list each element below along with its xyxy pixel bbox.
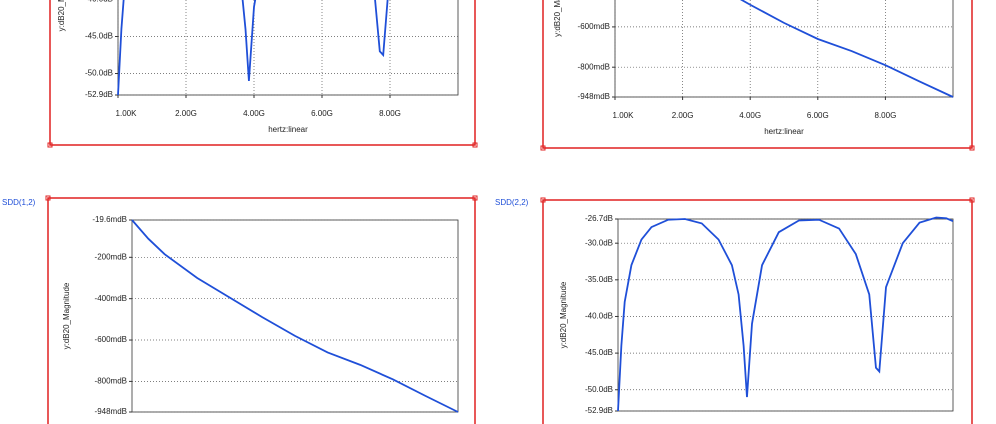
y-tick-label: -50.0dB bbox=[585, 385, 613, 394]
plot-area bbox=[617, 218, 954, 412]
y-tick-label: -19.6mdB bbox=[92, 215, 127, 224]
x-tick-label: 8.00G bbox=[379, 109, 401, 118]
y-tick-label: -26.7dB bbox=[585, 214, 613, 223]
frame-handle bbox=[47, 142, 53, 148]
y-tick-label: -45.0dB bbox=[85, 32, 113, 41]
frame-handle bbox=[472, 195, 478, 201]
x-axis-label: hertz:linear bbox=[764, 127, 804, 136]
y-tick-label: -200mdB bbox=[95, 252, 127, 261]
frame-handle bbox=[540, 145, 546, 151]
y-tick-label: -40.0dB bbox=[85, 0, 113, 4]
y-tick-label: -35.0dB bbox=[585, 275, 613, 284]
panel-frame bbox=[49, 0, 476, 146]
y-axis-label: y:dB20_Magnitude bbox=[57, 0, 66, 31]
data-line bbox=[739, 0, 954, 98]
y-axis-label: y:dB20_Magnitude bbox=[559, 281, 568, 348]
x-axis-label: hertz:linear bbox=[268, 125, 308, 134]
plot-area bbox=[117, 0, 459, 96]
panel-frame bbox=[542, 0, 973, 149]
y-tick-label: -40.0dB bbox=[585, 312, 613, 321]
y-tick-label: -50.0dB bbox=[85, 69, 113, 78]
frame-handle bbox=[969, 197, 975, 203]
y-axis-label: y:dB20_Magnitude bbox=[553, 0, 562, 37]
y-tick-label: -948mdB bbox=[578, 92, 610, 101]
y-tick-label: -52.9dB bbox=[85, 90, 113, 99]
y-axis-label: y:dB20_Magnitude bbox=[62, 282, 71, 349]
x-tick-label: 1.00K bbox=[613, 111, 635, 120]
x-tick-label: 2.00G bbox=[175, 109, 197, 118]
frame-handle bbox=[540, 197, 546, 203]
frame-handle bbox=[472, 142, 478, 148]
y-tick-label: -600mdB bbox=[95, 335, 127, 344]
plot-area bbox=[131, 219, 459, 413]
chart-title: SDD(2,2) bbox=[495, 198, 529, 207]
y-tick-label: -800mdB bbox=[578, 62, 610, 71]
x-tick-label: 1.00K bbox=[116, 109, 138, 118]
data-line bbox=[617, 216, 954, 412]
x-tick-label: 6.00G bbox=[311, 109, 333, 118]
y-tick-label: -948mdB bbox=[95, 407, 127, 416]
y-tick-label: -600mdB bbox=[578, 22, 610, 31]
data-line bbox=[131, 219, 459, 413]
x-tick-label: 8.00G bbox=[875, 111, 897, 120]
x-tick-label: 4.00G bbox=[243, 109, 265, 118]
x-tick-label: 4.00G bbox=[739, 111, 761, 120]
y-tick-label: -52.9dB bbox=[585, 406, 613, 415]
frame-handle bbox=[969, 145, 975, 151]
y-tick-label: -400mdB bbox=[95, 294, 127, 303]
plot-area bbox=[614, 0, 954, 98]
x-tick-label: 6.00G bbox=[807, 111, 829, 120]
frame-handle bbox=[45, 195, 51, 201]
x-tick-label: 2.00G bbox=[672, 111, 694, 120]
y-tick-label: -800mdB bbox=[95, 377, 127, 386]
y-tick-label: -30.0dB bbox=[585, 238, 613, 247]
panel-frame bbox=[542, 199, 973, 424]
panel-frame bbox=[47, 197, 476, 424]
y-tick-label: -45.0dB bbox=[585, 348, 613, 357]
chart-title: SDD(1,2) bbox=[2, 198, 36, 207]
